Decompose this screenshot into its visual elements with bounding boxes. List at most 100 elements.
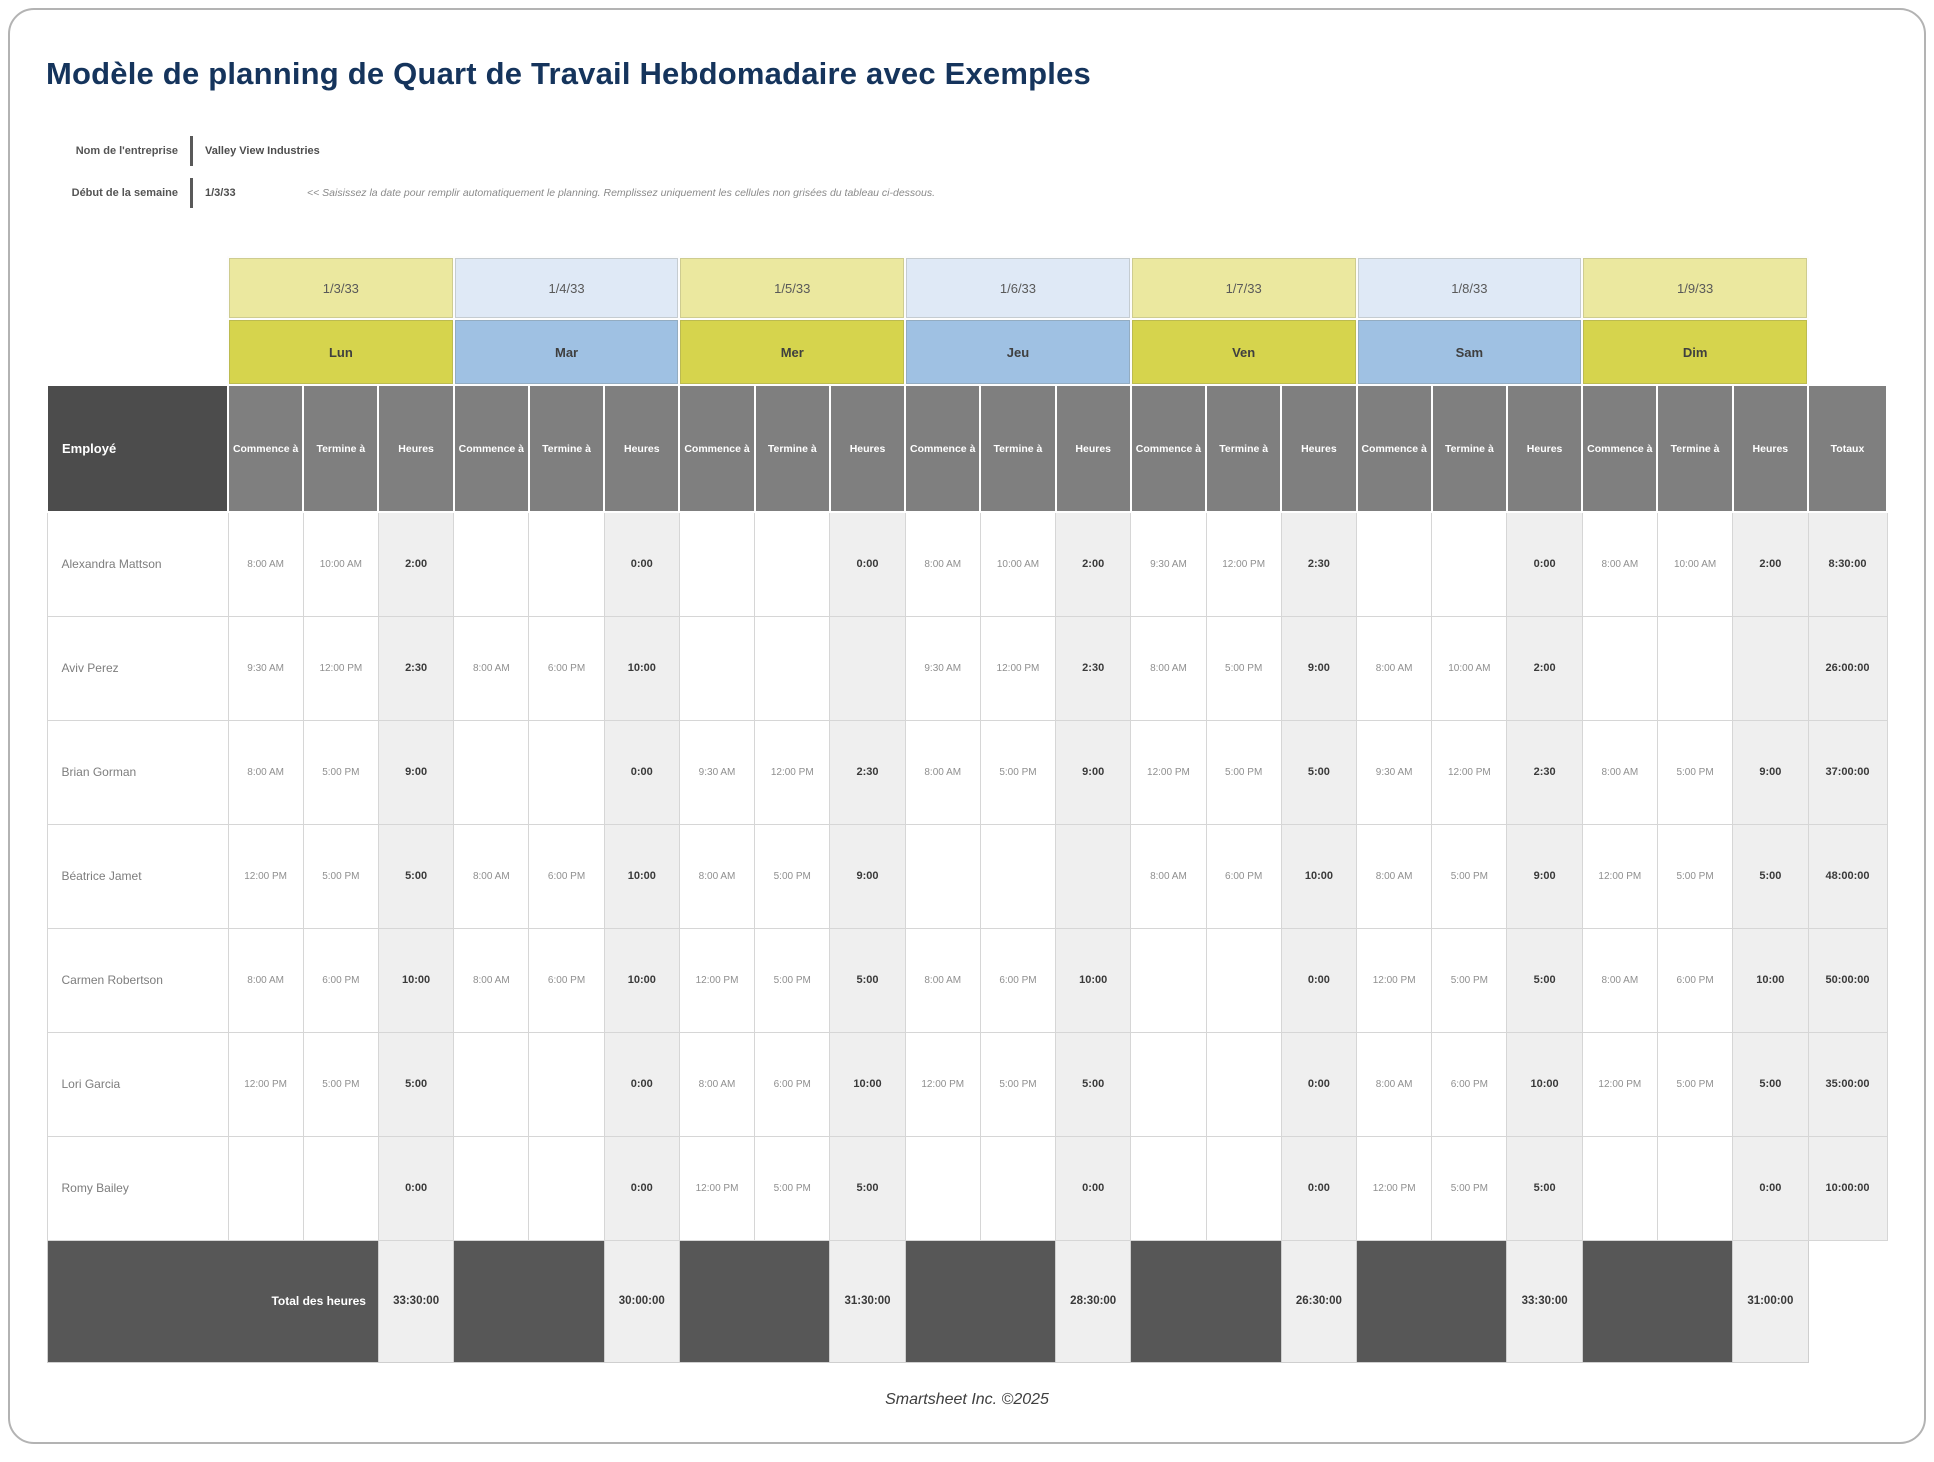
shift-start-cell[interactable]: 8:00 AM — [453, 615, 530, 721]
shift-end-cell[interactable]: 10:00 AM — [979, 511, 1057, 617]
employee-name-cell[interactable]: Aviv Perez — [46, 615, 229, 721]
shift-end-cell[interactable]: 5:00 PM — [302, 1031, 379, 1137]
week-start-field[interactable]: 1/3/33 — [205, 187, 236, 199]
shift-end-cell[interactable]: 5:00 PM — [754, 823, 831, 929]
shift-start-cell[interactable] — [1130, 1135, 1207, 1241]
shift-start-cell[interactable]: 8:00 AM — [453, 927, 530, 1033]
shift-start-cell[interactable]: 8:00 AM — [1356, 823, 1433, 929]
shift-start-cell[interactable]: 8:00 AM — [1581, 719, 1658, 825]
shift-start-cell[interactable] — [904, 1135, 981, 1241]
shift-start-cell[interactable] — [1130, 1031, 1207, 1137]
shift-end-cell[interactable] — [1205, 1031, 1282, 1137]
shift-end-cell[interactable]: 5:00 PM — [1656, 719, 1734, 825]
shift-end-cell[interactable]: 5:00 PM — [1431, 823, 1508, 929]
shift-end-cell[interactable]: 10:00 AM — [302, 511, 379, 617]
shift-end-cell[interactable]: 5:00 PM — [1431, 1135, 1508, 1241]
shift-start-cell[interactable]: 9:30 AM — [904, 615, 981, 721]
shift-start-cell[interactable] — [453, 1031, 530, 1137]
company-value-field[interactable]: Valley View Industries — [205, 145, 320, 157]
shift-start-cell[interactable] — [453, 1135, 530, 1241]
shift-end-cell[interactable]: 6:00 PM — [528, 927, 605, 1033]
shift-start-cell[interactable]: 8:00 AM — [453, 823, 530, 929]
shift-end-cell[interactable]: 6:00 PM — [754, 1031, 831, 1137]
employee-name-cell[interactable]: Lori Garcia — [46, 1031, 229, 1137]
shift-end-cell[interactable] — [1431, 511, 1508, 617]
shift-start-cell[interactable] — [1130, 927, 1207, 1033]
shift-end-cell[interactable]: 6:00 PM — [302, 927, 379, 1033]
shift-start-cell[interactable]: 12:00 PM — [678, 1135, 756, 1241]
shift-end-cell[interactable]: 10:00 AM — [1431, 615, 1508, 721]
shift-end-cell[interactable] — [1205, 927, 1282, 1033]
shift-end-cell[interactable]: 12:00 PM — [1205, 511, 1282, 617]
employee-name-cell[interactable]: Carmen Robertson — [46, 927, 229, 1033]
shift-start-cell[interactable]: 9:30 AM — [1356, 719, 1433, 825]
shift-start-cell[interactable] — [453, 511, 530, 617]
shift-end-cell[interactable] — [754, 511, 831, 617]
shift-start-cell[interactable]: 9:30 AM — [678, 719, 756, 825]
shift-end-cell[interactable]: 6:00 PM — [1656, 927, 1734, 1033]
shift-start-cell[interactable] — [453, 719, 530, 825]
employee-name-cell[interactable]: Romy Bailey — [46, 1135, 229, 1241]
shift-end-cell[interactable] — [979, 823, 1057, 929]
shift-end-cell[interactable] — [302, 1135, 379, 1241]
shift-end-cell[interactable]: 5:00 PM — [1656, 823, 1734, 929]
shift-start-cell[interactable] — [1581, 1135, 1658, 1241]
shift-start-cell[interactable]: 8:00 AM — [1581, 511, 1658, 617]
shift-start-cell[interactable]: 12:00 PM — [904, 1031, 981, 1137]
shift-end-cell[interactable]: 5:00 PM — [754, 927, 831, 1033]
shift-end-cell[interactable]: 5:00 PM — [1205, 615, 1282, 721]
shift-start-cell[interactable]: 8:00 AM — [904, 927, 981, 1033]
shift-start-cell[interactable]: 8:00 AM — [678, 823, 756, 929]
shift-start-cell[interactable]: 9:30 AM — [1130, 511, 1207, 617]
shift-start-cell[interactable]: 12:00 PM — [678, 927, 756, 1033]
shift-start-cell[interactable]: 12:00 PM — [227, 1031, 304, 1137]
shift-start-cell[interactable]: 8:00 AM — [1581, 927, 1658, 1033]
shift-start-cell[interactable] — [904, 823, 981, 929]
shift-end-cell[interactable]: 12:00 PM — [1431, 719, 1508, 825]
employee-name-cell[interactable]: Brian Gorman — [46, 719, 229, 825]
shift-start-cell[interactable]: 12:00 PM — [1356, 927, 1433, 1033]
shift-end-cell[interactable]: 5:00 PM — [1431, 927, 1508, 1033]
shift-end-cell[interactable]: 6:00 PM — [979, 927, 1057, 1033]
shift-end-cell[interactable]: 5:00 PM — [1205, 719, 1282, 825]
shift-end-cell[interactable]: 5:00 PM — [979, 1031, 1057, 1137]
shift-end-cell[interactable]: 5:00 PM — [302, 823, 379, 929]
shift-start-cell[interactable] — [678, 511, 756, 617]
shift-start-cell[interactable]: 8:00 AM — [1356, 1031, 1433, 1137]
shift-end-cell[interactable]: 10:00 AM — [1656, 511, 1734, 617]
shift-end-cell[interactable]: 6:00 PM — [528, 615, 605, 721]
shift-end-cell[interactable]: 6:00 PM — [1431, 1031, 1508, 1137]
shift-start-cell[interactable] — [1356, 511, 1433, 617]
shift-end-cell[interactable]: 5:00 PM — [1656, 1031, 1734, 1137]
shift-end-cell[interactable] — [528, 511, 605, 617]
shift-end-cell[interactable]: 6:00 PM — [528, 823, 605, 929]
shift-end-cell[interactable] — [1205, 1135, 1282, 1241]
shift-start-cell[interactable]: 8:00 AM — [1130, 823, 1207, 929]
shift-start-cell[interactable] — [227, 1135, 304, 1241]
shift-end-cell[interactable] — [528, 1031, 605, 1137]
shift-start-cell[interactable]: 12:00 PM — [227, 823, 304, 929]
shift-end-cell[interactable]: 12:00 PM — [979, 615, 1057, 721]
shift-start-cell[interactable]: 8:00 AM — [227, 719, 304, 825]
shift-end-cell[interactable] — [528, 1135, 605, 1241]
shift-end-cell[interactable]: 12:00 PM — [302, 615, 379, 721]
shift-end-cell[interactable]: 5:00 PM — [302, 719, 379, 825]
shift-start-cell[interactable]: 8:00 AM — [227, 511, 304, 617]
shift-start-cell[interactable]: 8:00 AM — [904, 511, 981, 617]
shift-start-cell[interactable]: 8:00 AM — [1356, 615, 1433, 721]
shift-start-cell[interactable]: 8:00 AM — [678, 1031, 756, 1137]
shift-start-cell[interactable]: 8:00 AM — [1130, 615, 1207, 721]
shift-end-cell[interactable]: 5:00 PM — [754, 1135, 831, 1241]
shift-start-cell[interactable]: 8:00 AM — [904, 719, 981, 825]
shift-start-cell[interactable]: 12:00 PM — [1581, 823, 1658, 929]
employee-name-cell[interactable]: Béatrice Jamet — [46, 823, 229, 929]
shift-start-cell[interactable] — [1581, 615, 1658, 721]
shift-start-cell[interactable]: 8:00 AM — [227, 927, 304, 1033]
shift-end-cell[interactable] — [1656, 1135, 1734, 1241]
shift-start-cell[interactable]: 12:00 PM — [1130, 719, 1207, 825]
shift-end-cell[interactable] — [528, 719, 605, 825]
shift-start-cell[interactable]: 12:00 PM — [1581, 1031, 1658, 1137]
shift-end-cell[interactable]: 6:00 PM — [1205, 823, 1282, 929]
shift-start-cell[interactable]: 9:30 AM — [227, 615, 304, 721]
shift-end-cell[interactable]: 12:00 PM — [754, 719, 831, 825]
